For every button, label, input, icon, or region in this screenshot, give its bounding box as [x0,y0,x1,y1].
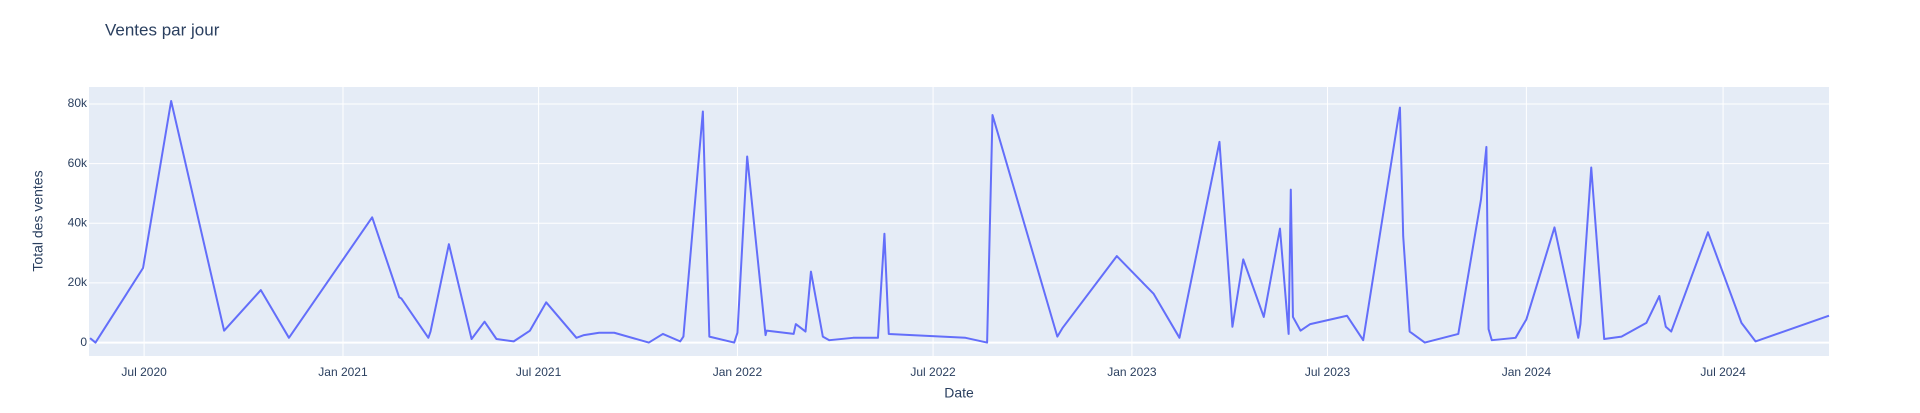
x-tick-label: Jul 2020 [121,365,167,379]
y-tick-label: 0 [80,335,87,349]
x-tick-label: Jan 2021 [318,365,368,379]
plot-area [89,87,1829,356]
y-tick-label: 40k [68,215,88,229]
x-tick-label: Jan 2022 [713,365,763,379]
y-axis-label: Total des ventes [30,170,46,271]
x-tick-label: Jul 2024 [1700,365,1746,379]
y-tick-label: 60k [68,156,88,170]
x-tick-label: Jul 2022 [910,365,956,379]
x-tick-label: Jul 2023 [1305,365,1351,379]
y-tick-label: 20k [68,275,88,289]
data-line [89,100,1830,344]
x-tick-label: Jan 2023 [1107,365,1157,379]
x-axis-label: Date [944,385,974,401]
x-tick-label: Jul 2021 [516,365,562,379]
chart-title: Ventes par jour [105,20,220,39]
x-tick-label: Jan 2024 [1502,365,1552,379]
y-tick-label: 80k [68,96,88,110]
